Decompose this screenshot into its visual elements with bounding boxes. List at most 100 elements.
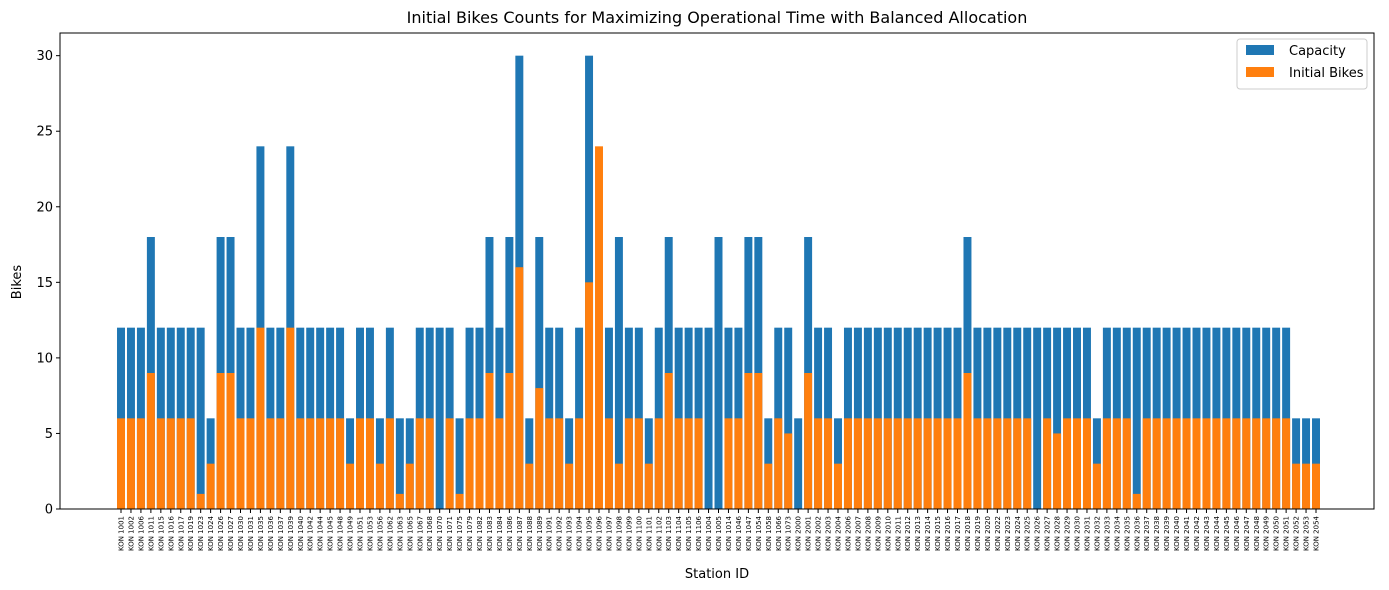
bar-initial-bikes xyxy=(634,418,643,509)
bar-initial-bikes xyxy=(385,418,394,509)
bar-initial-bikes xyxy=(1073,418,1081,509)
y-axis-label: Bikes xyxy=(10,265,25,300)
x-tick-label: KON 1086 xyxy=(506,515,514,551)
bar-initial-bikes xyxy=(136,418,145,509)
bar-initial-bikes xyxy=(465,418,474,509)
bar-initial-bikes xyxy=(1132,493,1141,509)
bar-initial-bikes xyxy=(146,373,155,509)
bar-initial-bikes xyxy=(405,463,414,509)
bar-capacity xyxy=(1292,418,1301,509)
x-tick-label: KON 2000 xyxy=(795,516,803,551)
bar-initial-bikes xyxy=(445,418,454,509)
bar-initial-bikes xyxy=(126,418,135,509)
bar-initial-bikes xyxy=(1162,418,1171,509)
bar-capacity xyxy=(1312,418,1320,509)
x-tick-label: KON 2048 xyxy=(1253,516,1261,551)
x-tick-label: KON 2022 xyxy=(994,516,1002,551)
x-tick-label: KON 1027 xyxy=(227,516,235,551)
bar-initial-bikes xyxy=(804,373,813,509)
bar-capacity xyxy=(714,237,723,509)
x-tick-label: KON 2053 xyxy=(1303,516,1311,551)
bar-initial-bikes xyxy=(196,493,205,509)
x-tick-label: KON 2043 xyxy=(1203,516,1211,551)
bar-capacity xyxy=(565,418,574,509)
bar-initial-bikes xyxy=(903,418,912,509)
bar-initial-bikes xyxy=(754,373,763,509)
bar-initial-bikes xyxy=(1172,418,1181,509)
bar-initial-bikes xyxy=(575,418,584,509)
y-tick-label: 15 xyxy=(36,276,53,291)
x-tick-label: KON 1095 xyxy=(586,516,594,551)
bar-capacity xyxy=(834,418,842,509)
bar-initial-bikes xyxy=(1102,418,1111,509)
legend-label-initial-bikes: Initial Bikes xyxy=(1289,66,1364,81)
bar-initial-bikes xyxy=(1212,418,1221,509)
x-tick-label: KON 1005 xyxy=(715,516,723,551)
bar-initial-bikes xyxy=(306,418,315,509)
bar-initial-bikes xyxy=(595,146,603,509)
x-tick-label: KON 1068 xyxy=(426,516,434,551)
x-tick-label: KON 2018 xyxy=(964,516,972,551)
bar-initial-bikes xyxy=(166,418,175,509)
x-tick-label: KON 1019 xyxy=(187,516,195,551)
x-tick-label: KON 2035 xyxy=(1123,516,1131,551)
bar-initial-bikes xyxy=(565,463,574,509)
x-tick-label: KON 2044 xyxy=(1213,515,1221,551)
x-tick-label: KON 2009 xyxy=(874,516,882,551)
y-tick-label: 0 xyxy=(45,503,53,518)
x-tick-label: KON 2010 xyxy=(884,516,892,551)
x-tick-label: KON 1024 xyxy=(207,515,215,551)
bar-initial-bikes xyxy=(1282,418,1291,509)
x-tick-label: KON 1092 xyxy=(556,516,564,551)
bar-capacity xyxy=(455,418,464,509)
bar-initial-bikes xyxy=(296,418,305,509)
x-tick-label: KON 1048 xyxy=(337,516,345,551)
bar-initial-bikes xyxy=(973,418,982,509)
x-tick-label: KON 2023 xyxy=(1004,516,1012,551)
x-tick-label: KON 2028 xyxy=(1054,516,1062,551)
bar-initial-bikes xyxy=(375,463,384,509)
bars-layer xyxy=(117,55,1320,510)
bar-initial-bikes xyxy=(356,418,364,509)
bar-initial-bikes xyxy=(963,373,972,509)
bar-initial-bikes xyxy=(923,418,932,509)
x-tick-label: KON 2034 xyxy=(1113,515,1121,551)
x-tick-label: KON 1014 xyxy=(725,515,733,551)
x-tick-label: KON 2016 xyxy=(944,515,952,551)
x-tick-label: KON 2046 xyxy=(1233,515,1241,551)
y-axis: 0 5 10 15 20 25 30 xyxy=(36,49,60,518)
x-tick-label: KON 1100 xyxy=(635,516,643,551)
bar-initial-bikes xyxy=(186,418,195,509)
bar-capacity xyxy=(435,327,444,509)
x-tick-label: KON 1094 xyxy=(576,515,584,551)
x-tick-label: KON 2036 xyxy=(1133,515,1141,551)
bar-initial-bikes xyxy=(1082,418,1091,509)
x-tick-label: KON 1103 xyxy=(665,516,673,551)
x-tick-label: KON 1067 xyxy=(416,516,424,551)
x-tick-label: KON 1053 xyxy=(366,516,374,551)
x-tick-label: KON 1093 xyxy=(566,516,574,551)
bar-initial-bikes xyxy=(784,433,793,509)
bar-initial-bikes xyxy=(913,418,922,509)
x-tick-label: KON 1036 xyxy=(267,515,275,551)
x-tick-label: KON 2031 xyxy=(1083,516,1091,551)
bar-initial-bikes xyxy=(475,418,484,509)
x-tick-label: KON 2017 xyxy=(954,516,962,551)
bar-initial-bikes xyxy=(1112,418,1121,509)
bar-initial-bikes xyxy=(455,493,464,509)
bar-initial-bikes xyxy=(834,463,842,509)
x-tick-label: KON 1031 xyxy=(247,516,255,551)
x-tick-label: KON 1058 xyxy=(765,516,773,551)
bar-initial-bikes xyxy=(1262,418,1271,509)
bar-initial-bikes xyxy=(395,493,404,509)
x-tick-label: KON 2027 xyxy=(1044,516,1052,551)
bar-capacity xyxy=(196,327,205,509)
x-tick-label: KON 2014 xyxy=(924,515,932,551)
x-tick-label: KON 2047 xyxy=(1243,516,1251,551)
x-tick-label: KON 2015 xyxy=(934,516,942,551)
x-tick-label: KON 2002 xyxy=(815,516,823,551)
bar-initial-bikes xyxy=(953,418,962,509)
x-tick-label: KON 1091 xyxy=(546,516,554,551)
bar-initial-bikes xyxy=(604,418,613,509)
x-tick-label: KON 1056 xyxy=(376,515,384,551)
